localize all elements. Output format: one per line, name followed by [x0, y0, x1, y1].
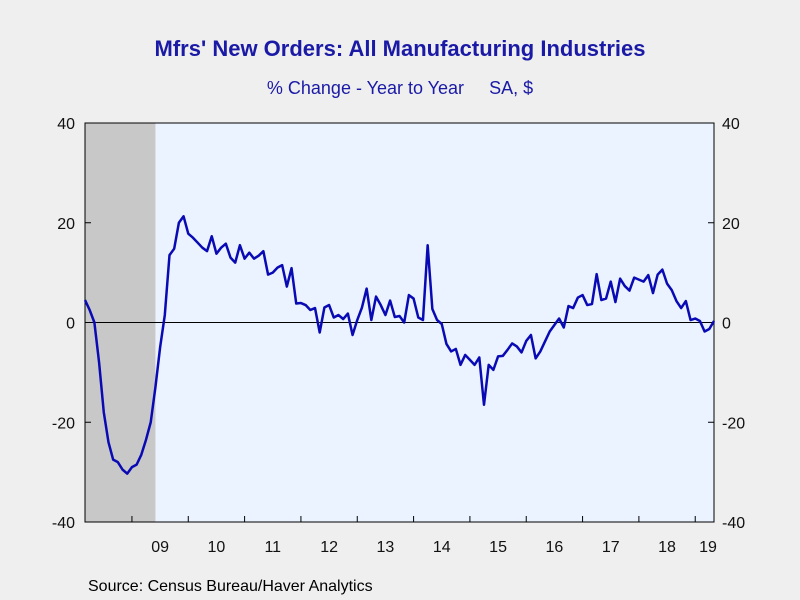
- x-tick-label: 17: [602, 539, 620, 556]
- x-tick-label: 15: [489, 539, 507, 556]
- y-tick-label-left: 40: [57, 116, 75, 133]
- y-tick-label-left: -40: [52, 515, 75, 532]
- y-tick-label-left: -20: [52, 415, 75, 432]
- x-tick-label: 14: [433, 539, 451, 556]
- x-tick-label: 11: [264, 539, 281, 556]
- y-tick-label-right: 40: [722, 116, 740, 133]
- subtitle-units: % Change - Year to Year: [266, 78, 465, 98]
- y-tick-label-left: 20: [57, 216, 75, 233]
- x-tick-label: 09: [151, 539, 169, 556]
- chart-subtitle: % Change - Year to Year SA, $: [0, 78, 800, 99]
- y-tick-label-right: 0: [722, 316, 731, 333]
- x-tick-label: 12: [320, 539, 338, 556]
- x-tick-label: 19: [699, 539, 717, 556]
- chart-title: Mfrs' New Orders: All Manufacturing Indu…: [154, 36, 646, 61]
- subtitle-adjustment: SA, $: [489, 78, 534, 98]
- series-line: [83, 215, 716, 475]
- y-tick-label-right: -40: [722, 515, 745, 532]
- y-tick-label-right: 20: [722, 216, 740, 233]
- x-tick-label: 13: [377, 539, 395, 556]
- y-tick-label-left: 0: [66, 316, 75, 333]
- x-tick-label: 10: [208, 539, 226, 556]
- source-note: Source: Census Bureau/Haver Analytics: [88, 578, 373, 595]
- x-tick-label: 18: [658, 539, 676, 556]
- x-tick-label: 16: [546, 539, 564, 556]
- y-tick-label-right: -20: [722, 415, 745, 432]
